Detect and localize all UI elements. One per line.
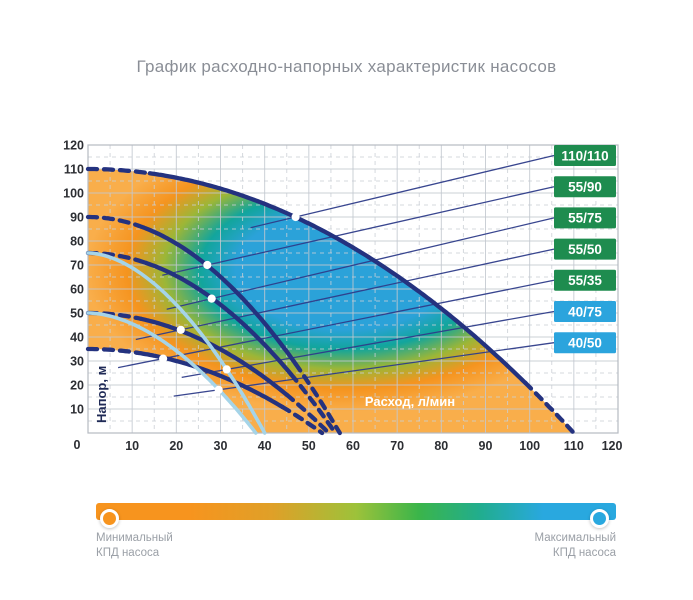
- x-tick-label: 110: [564, 439, 584, 453]
- x-tick-label: 80: [434, 439, 448, 453]
- efficiency-point-marker: [222, 365, 231, 374]
- x-tick-label: 40: [258, 439, 272, 453]
- y-tick-label: 120: [63, 139, 84, 153]
- model-badge-label: 55/35: [568, 273, 602, 288]
- badge-connector: [250, 154, 555, 229]
- max-efficiency-label-line2: КПД насоса: [552, 547, 616, 559]
- badge-connector: [135, 248, 555, 341]
- pump-curve: [138, 316, 289, 397]
- badge-connector: [181, 310, 555, 379]
- max-efficiency-label-line1: Максимальный: [534, 532, 616, 544]
- pump-curve-dashed-tail: [523, 380, 576, 436]
- origin-tick-label: 0: [74, 438, 81, 452]
- model-badge-label: 40/50: [568, 336, 602, 351]
- y-tick-label: 70: [70, 259, 84, 273]
- x-tick-label: 120: [602, 439, 623, 453]
- max-efficiency-label: Максимальный КПД насоса: [446, 531, 616, 561]
- pump-curve-dashed-head: [85, 166, 152, 176]
- y-tick-label: 80: [70, 235, 84, 249]
- y-tick-label: 100: [63, 187, 84, 201]
- x-tick-label: 90: [479, 439, 493, 453]
- pump-curve-dashed-head: [85, 346, 139, 355]
- model-badge-label: 55/90: [568, 180, 602, 195]
- pump-curve: [86, 251, 267, 435]
- y-tick-label: 30: [70, 355, 84, 369]
- model-badge-label: 55/75: [568, 211, 602, 226]
- y-tick-label: 50: [70, 307, 84, 321]
- pump-curve: [147, 171, 528, 385]
- efficiency-point-marker: [291, 212, 300, 222]
- x-tick-label: 20: [169, 439, 183, 453]
- model-badge: [554, 238, 616, 260]
- pump-curve-dashed-tail: [289, 372, 338, 436]
- min-efficiency-label: Минимальный КПД насоса: [96, 531, 266, 561]
- gridlines: [88, 145, 618, 433]
- x-tick-label: 70: [390, 439, 404, 453]
- model-badge: [554, 176, 616, 198]
- model-badge: [554, 269, 616, 291]
- pump-curve-dashed-tail: [284, 392, 331, 436]
- model-badge: [554, 207, 616, 229]
- badge-connector: [162, 186, 555, 276]
- plot-border: [87, 144, 619, 434]
- efficiency-point-marker: [203, 260, 212, 270]
- pump-curve: [143, 226, 298, 367]
- efficiency-point-markers: [159, 212, 300, 394]
- pump-curve-dashed-tail: [293, 361, 342, 436]
- pump-curves: [85, 166, 576, 436]
- axis-tick-labels: 10 20 30 40 50 60 70 80 90 100 110 120 10 20 30 40 50 60 7…: [63, 139, 622, 454]
- model-badge: [554, 301, 616, 322]
- badge-connector: [166, 217, 555, 310]
- efficiency-gradient-bar: [96, 503, 616, 520]
- model-badge-label: 110/110: [561, 148, 608, 163]
- y-tick-label: 90: [70, 211, 84, 225]
- efficiency-point-marker: [176, 325, 185, 334]
- model-badge-label: 55/50: [568, 242, 602, 257]
- pump-curve-dashed-head: [85, 214, 148, 231]
- y-tick-label: 40: [70, 331, 84, 345]
- model-badge: [554, 145, 616, 166]
- pump-curve: [143, 260, 294, 377]
- model-badges: 110/110 55/90 55/75 55/50 55/35 40/75 40/50: [554, 145, 616, 354]
- x-tick-label: 60: [346, 439, 360, 453]
- x-tick-label: 10: [125, 439, 139, 453]
- min-efficiency-dot: [100, 509, 119, 528]
- x-tick-label: 100: [519, 439, 540, 453]
- model-badge-label: 40/75: [568, 304, 602, 319]
- y-tick-label: 20: [70, 379, 84, 393]
- y-tick-label: 110: [64, 163, 84, 177]
- y-tick-label: 10: [70, 403, 84, 417]
- min-efficiency-label-line2: КПД насоса: [96, 547, 160, 559]
- efficiency-point-marker: [207, 294, 216, 303]
- x-tick-label: 50: [302, 439, 316, 453]
- efficiency-point-marker: [214, 385, 223, 394]
- y-tick-label: 60: [70, 283, 84, 297]
- max-efficiency-dot: [590, 509, 609, 528]
- pump-curve: [86, 311, 258, 435]
- x-tick-label: 30: [214, 439, 228, 453]
- figure-title: График расходно-напорных характеристик н…: [136, 57, 557, 76]
- x-axis-title: Расход, л/мин: [365, 394, 455, 409]
- model-badge: [554, 332, 616, 354]
- pump-curve-dashed-tail: [280, 404, 325, 436]
- min-efficiency-label-line1: Минимальный: [96, 532, 173, 544]
- badge-connector: [117, 279, 555, 369]
- efficiency-point-marker: [159, 354, 168, 363]
- y-axis-title: Напор, м: [94, 366, 109, 423]
